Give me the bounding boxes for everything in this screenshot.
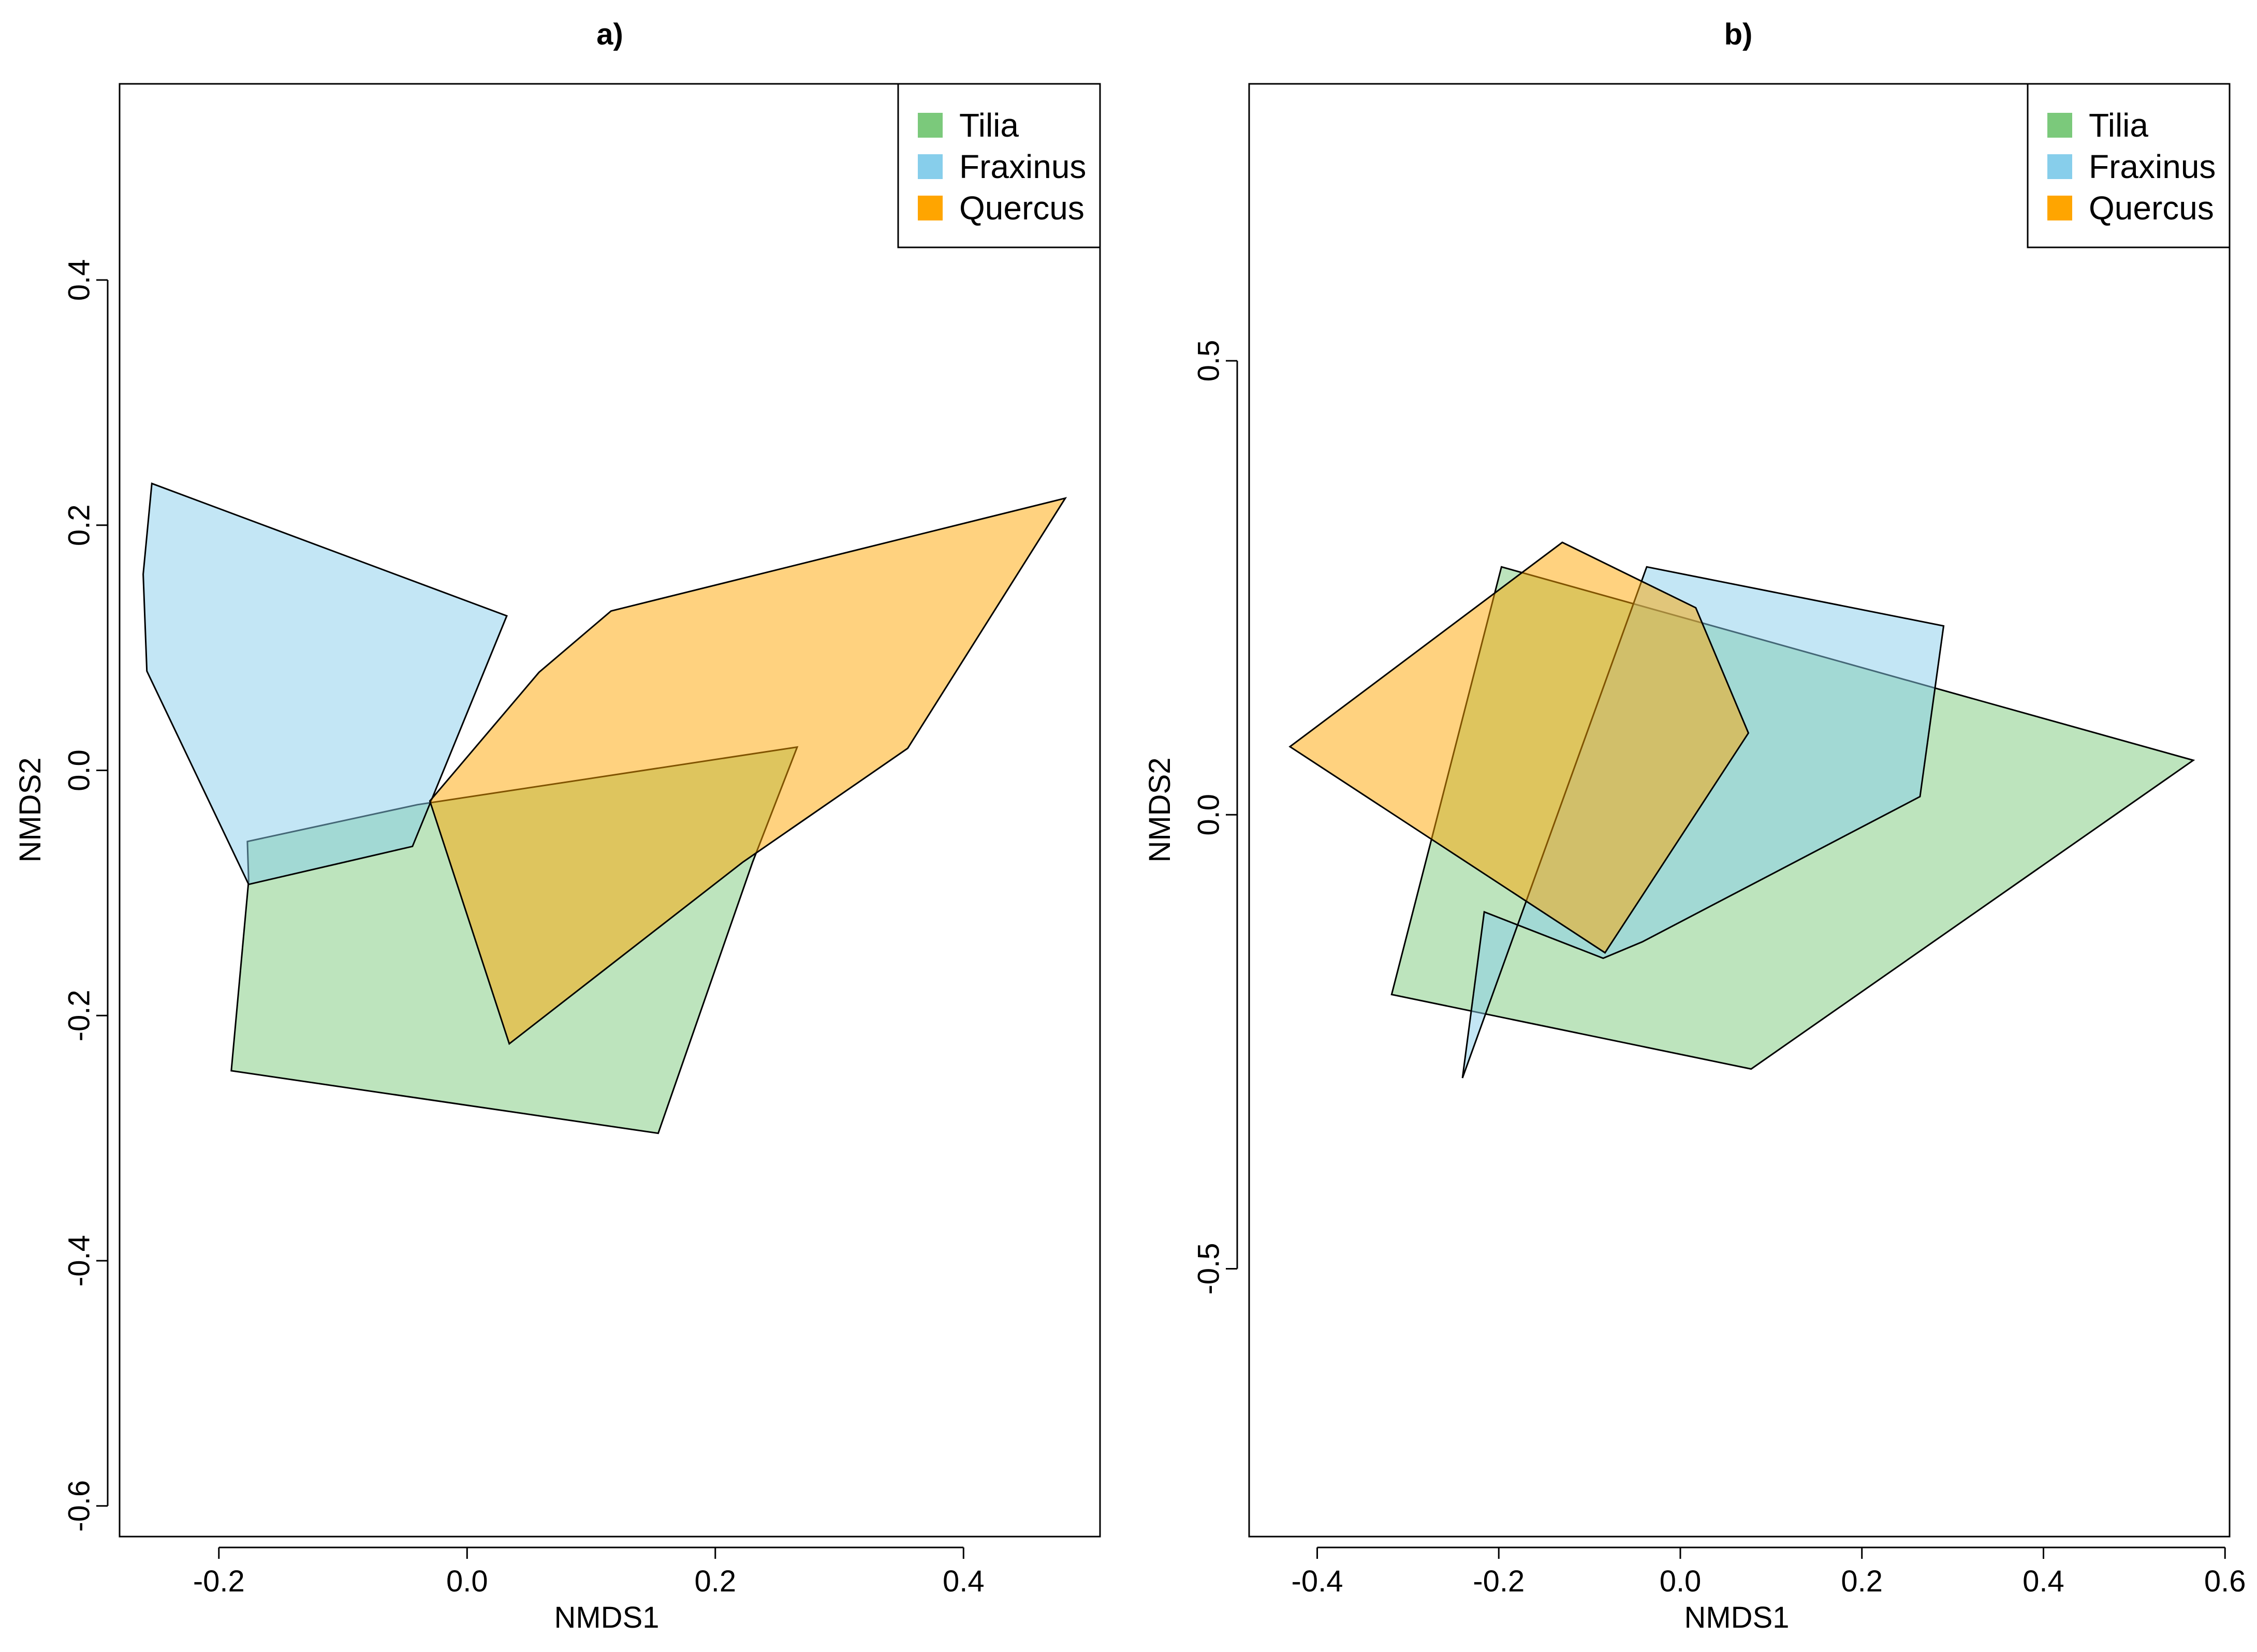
y-tick-label: 0.2 bbox=[63, 504, 96, 546]
panel-b: b) -0.4 -0.2 0.0 0.2 0.4 0.6 -0.5 0.0 0.5 NMDS1… bbox=[1143, 18, 2246, 1634]
legend-swatch-tilia bbox=[2047, 113, 2072, 138]
legend-swatch-fraxinus bbox=[918, 154, 943, 179]
y-tick-label: 0.4 bbox=[63, 259, 96, 301]
x-tick-label: -0.4 bbox=[1292, 1565, 1343, 1598]
legend-label-tilia: Tilia bbox=[959, 107, 1019, 144]
x-tick-label: -0.2 bbox=[1473, 1565, 1525, 1598]
x-tick-label: 0.0 bbox=[446, 1565, 488, 1598]
y-tick-label: -0.6 bbox=[63, 1480, 96, 1532]
legend-swatch-quercus bbox=[2047, 196, 2072, 220]
panel-b-y-axis: -0.5 0.0 0.5 bbox=[1192, 340, 1238, 1294]
legend-label-fraxinus: Fraxinus bbox=[959, 148, 1086, 185]
legend-label-tilia: Tilia bbox=[2089, 107, 2148, 144]
panel-b-title: b) bbox=[1724, 18, 1753, 51]
panel-a-plot-frame bbox=[119, 83, 1101, 1538]
x-tick-label: 0.2 bbox=[694, 1565, 736, 1598]
y-tick-label: -0.2 bbox=[63, 990, 96, 1041]
panel-b-plot-frame bbox=[1248, 83, 2231, 1538]
panel-a-y-axis-label: NMDS2 bbox=[13, 757, 47, 862]
y-tick-label: 0.0 bbox=[63, 749, 96, 791]
x-tick-label: -0.2 bbox=[193, 1565, 245, 1598]
x-tick-label: 0.2 bbox=[1841, 1565, 1883, 1598]
panel-a-x-axis: -0.2 0.0 0.2 0.4 bbox=[193, 1546, 985, 1598]
panel-b-x-axis: -0.4 -0.2 0.0 0.2 0.4 0.6 bbox=[1292, 1546, 2246, 1598]
y-tick-label: -0.5 bbox=[1192, 1243, 1226, 1294]
hull-quercus bbox=[429, 497, 1067, 1045]
panel-a-hulls bbox=[142, 482, 1067, 1134]
panel-a-y-axis: -0.6 -0.4 -0.2 0.0 0.2 0.4 bbox=[63, 259, 109, 1532]
panel-a: a) -0.2 0.0 0.2 0.4 -0.6 -0.4 -0.2 0.0 0.2 0.4 N… bbox=[13, 18, 1101, 1634]
x-tick-label: 0.4 bbox=[943, 1565, 985, 1598]
x-tick-label: 0.6 bbox=[2204, 1565, 2246, 1598]
legend-swatch-quercus bbox=[918, 196, 943, 220]
x-tick-label: 0.0 bbox=[1660, 1565, 1702, 1598]
panel-b-y-axis-label: NMDS2 bbox=[1143, 757, 1177, 862]
hull-fraxinus bbox=[1461, 566, 1945, 1079]
legend-label-fraxinus: Fraxinus bbox=[2089, 148, 2216, 185]
legend-label-quercus: Quercus bbox=[2089, 189, 2214, 227]
panel-a-title: a) bbox=[596, 18, 623, 51]
hull-fraxinus bbox=[142, 482, 508, 886]
panel-b-legend: Tilia Fraxinus Quercus bbox=[2027, 83, 2231, 248]
legend-label-quercus: Quercus bbox=[959, 189, 1084, 227]
y-tick-label: -0.4 bbox=[63, 1235, 96, 1287]
hull-quercus bbox=[1288, 541, 1750, 954]
y-tick-label: 0.0 bbox=[1192, 794, 1226, 836]
panel-b-x-axis-label: NMDS1 bbox=[1684, 1601, 1789, 1634]
y-tick-label: 0.5 bbox=[1192, 340, 1226, 382]
legend-swatch-tilia bbox=[918, 113, 943, 138]
panel-a-x-axis-label: NMDS1 bbox=[554, 1601, 659, 1634]
legend-swatch-fraxinus bbox=[2047, 154, 2072, 179]
panel-a-legend: Tilia Fraxinus Quercus bbox=[897, 83, 1101, 248]
x-tick-label: 0.4 bbox=[2022, 1565, 2064, 1598]
panel-b-hulls bbox=[1288, 541, 2195, 1079]
